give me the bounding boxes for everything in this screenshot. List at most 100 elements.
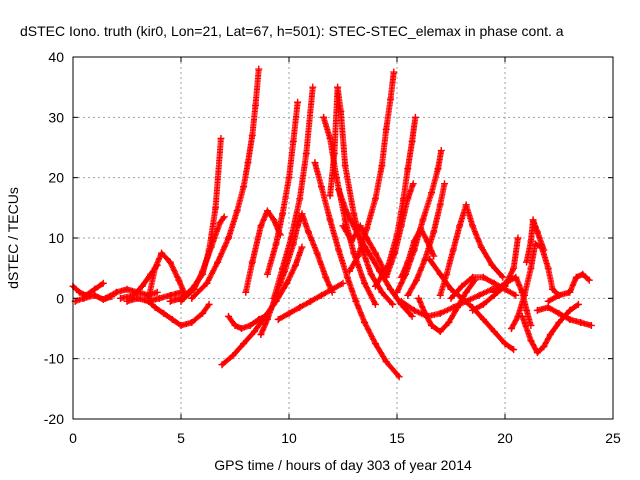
data-point [514,234,522,242]
data-point [322,273,330,281]
data-point [75,288,83,296]
data-point [199,267,207,275]
data-point [123,297,131,305]
data-point [428,321,436,329]
data-point [326,192,334,200]
data-point [274,315,282,323]
data-point [177,297,185,305]
data-point [134,294,142,302]
data-point [540,343,548,351]
data-point [177,321,185,329]
data-point [411,113,419,121]
x-tick-label: 10 [281,430,297,446]
data-point [220,213,228,221]
series-22 [345,68,398,275]
data-point [430,228,438,236]
y-tick-label: 20 [48,170,64,186]
series-trace [534,304,593,329]
data-point [361,279,369,287]
axes: 0 5 10 15 20 25 -20 -10 0 10 20 30 40 [44,49,621,446]
data-point [456,222,464,230]
data-point [402,270,410,278]
series-10 [218,243,306,369]
data-point [117,294,125,302]
data-point [527,337,535,345]
series-16 [274,279,347,323]
data-point [257,222,265,230]
data-point [488,261,496,269]
series-9 [188,65,263,302]
data-point [317,183,325,191]
data-point [225,312,233,320]
data-point [555,291,563,299]
series-17 [311,159,403,381]
series-11 [225,312,269,332]
data-point [382,125,390,133]
data-point [218,361,226,369]
x-tick-label: 25 [605,430,621,446]
data-point [270,216,278,224]
data-point [333,174,341,182]
data-point [263,270,271,278]
y-tick-label: 30 [48,109,64,125]
data-point [199,309,207,317]
data-point [361,318,369,326]
data-point [391,249,399,257]
data-point [151,303,159,311]
data-point [248,258,256,266]
y-tick-label: -20 [44,411,64,427]
data-point [337,107,345,115]
data-point [80,294,88,302]
data-point [469,306,477,314]
data-point [356,222,364,230]
data-point [393,288,401,296]
data-point [390,68,398,76]
data-point [533,228,541,236]
data-point [443,270,451,278]
data-point [246,321,254,329]
data-point [434,165,442,173]
data-point [190,285,198,293]
data-point [237,325,245,332]
data-point [326,216,334,224]
data-point [302,150,310,158]
data-point [555,309,563,317]
data-point [572,273,580,281]
data-point [437,147,445,155]
data-point [205,300,213,308]
data-point [363,225,371,233]
data-point [255,65,263,73]
data-point [371,195,379,203]
data-point [188,318,196,326]
series-6 [145,297,213,329]
data-point [523,258,531,266]
data-point [352,297,360,305]
data-point [371,282,379,290]
data-series [69,65,595,381]
series-27 [404,180,449,299]
data-point [257,331,265,339]
series-trace [264,100,301,278]
data-point [320,113,328,121]
data-point [279,210,287,218]
data-point [291,261,299,269]
x-tick-label: 20 [497,430,513,446]
data-point [499,273,507,281]
data-point [240,340,248,348]
y-tick-label: -10 [44,351,64,367]
data-point [263,207,271,215]
series-trace [219,245,305,368]
data-point [233,207,241,215]
data-point [214,258,222,266]
data-point [409,180,417,188]
data-point [395,373,403,381]
data-point [158,249,166,257]
data-point [296,303,304,311]
data-point [99,279,107,287]
data-point [244,159,252,167]
data-point [475,291,483,299]
data-point [326,134,334,142]
series-26 [393,147,445,296]
data-point [212,204,220,212]
data-point [371,340,379,348]
